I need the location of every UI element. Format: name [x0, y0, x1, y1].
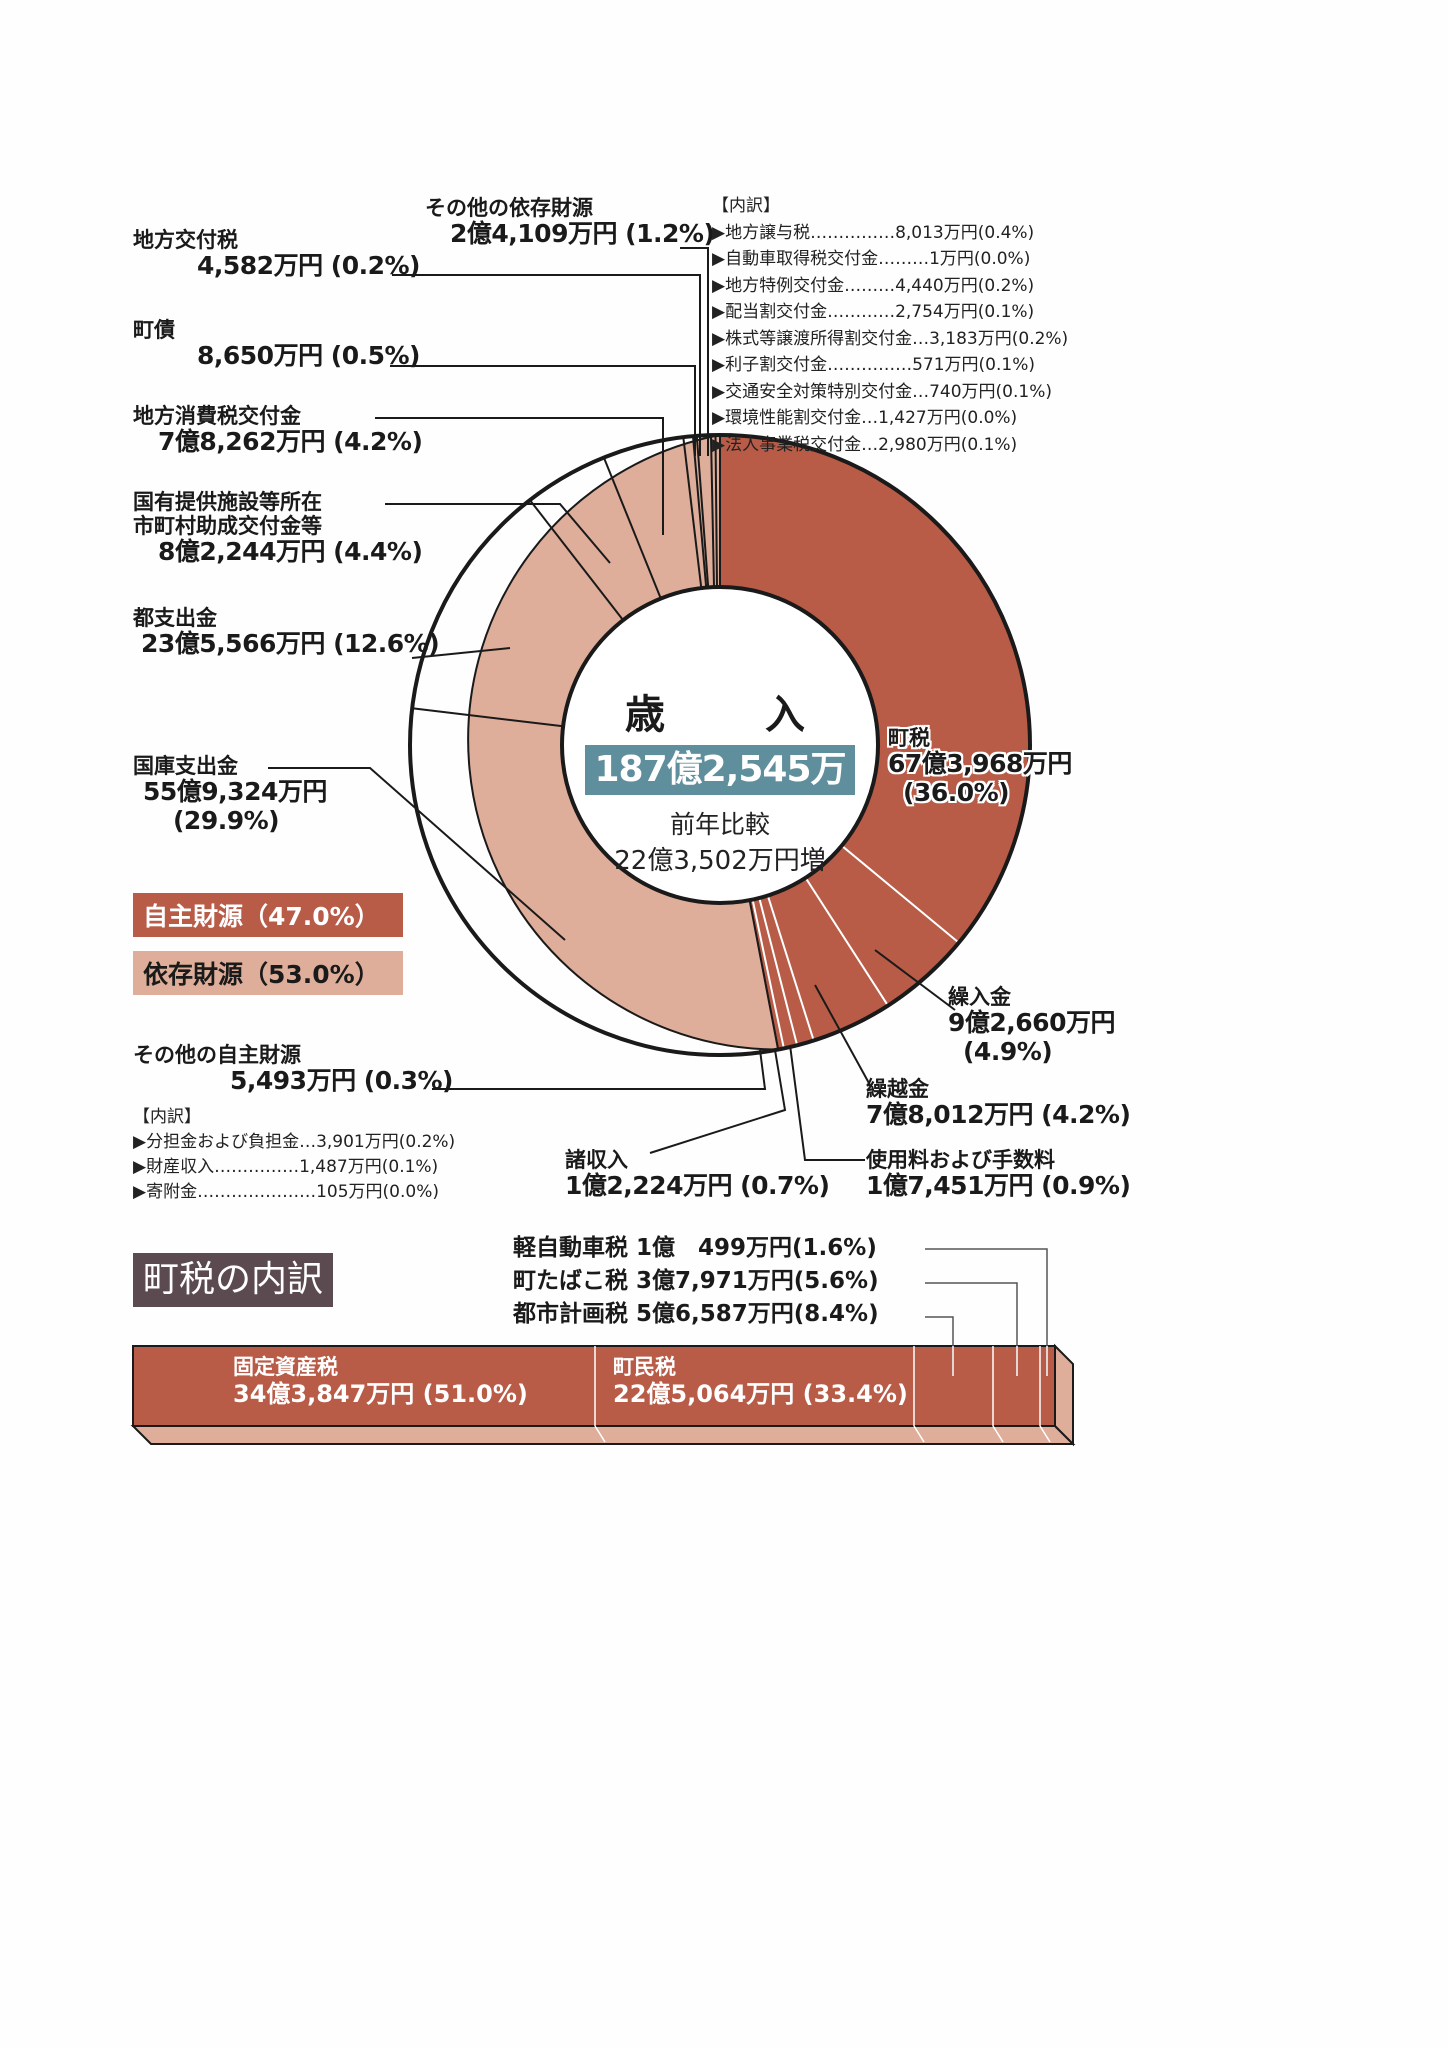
breakdown-item: ▶寄附金…………………105万円(0.0%) — [133, 1182, 439, 1202]
breakdown-dependent-list: 【内訳】 ▶地方譲与税……………8,013万円(0.4%) ▶自動車取得税交付金… — [712, 193, 1068, 458]
label-kokuyu: 国有提供施設等所在 市町村助成交付金等 8億2,244万円 (4.4%) — [133, 490, 423, 567]
breakdown-item: ▶財産収入……………1,487万円(0.1%) — [133, 1157, 439, 1177]
bar-side-face — [1054, 1343, 1074, 1447]
label-shoshuunyuu: 諸収入 1億2,224万円 (0.7%) — [565, 1148, 830, 1201]
total-revenue: 187億2,545万円 — [585, 745, 855, 840]
breakdown-item: ▶交通安全対策特別交付金…740万円(0.1%) — [712, 381, 1052, 402]
tax-kotei: 固定資産税 34億3,847万円 (51.0%) — [233, 1355, 528, 1409]
label-shiyouryou: 使用料および手数料 1億7,451万円 (0.9%) — [866, 1148, 1131, 1201]
label-toshishutsu: 都支出金 23億5,566万円 (12.6%) — [133, 606, 440, 659]
label-kokko: 国庫支出金 55億9,324万円 (29.9%) — [133, 754, 327, 835]
breakdown-item: ▶分担金および負担金…3,901万円(0.2%) — [133, 1132, 456, 1152]
label-chousai: 町債 8,650万円 (0.5%) — [133, 318, 420, 371]
label-kurikoshi: 繰越金 7億8,012万円 (4.2%) — [866, 1077, 1131, 1130]
town-tax-small-items: 軽自動車税 1億 499万円(1.6%) 町たばこ税 3億7,971万円(5.6… — [513, 1232, 879, 1331]
breakdown-own-list: 【内訳】 ▶分担金および負担金…3,901万円(0.2%) ▶財産収入……………… — [133, 1105, 455, 1205]
label-shouhizei: 地方消費税交付金 7億8,262万円 (4.2%) — [133, 404, 423, 457]
breakdown-item: ▶地方譲与税……………8,013万円(0.4%) — [712, 222, 1035, 243]
breakdown-item: ▶利子割交付金……………571万円(0.1%) — [712, 355, 1035, 375]
tax-kei: 軽自動車税 1億 499万円(1.6%) — [513, 1235, 877, 1261]
bar-bottom-face — [130, 1425, 1076, 1445]
compare-label: 前年比較 — [669, 810, 770, 839]
legend-dependent-source: 依存財源（53.0%） — [133, 951, 403, 995]
center-title: 歳 入 — [625, 692, 835, 738]
tax-toshi: 都市計画税 5億6,587万円(8.4%) — [513, 1301, 879, 1327]
town-tax-title: 町税の内訳 — [133, 1253, 334, 1307]
breakdown-item: ▶株式等譲渡所得割交付金…3,183万円(0.2%) — [712, 328, 1069, 349]
bar-front-face — [132, 1345, 1056, 1427]
breakdown-item: ▶配当割交付金…………2,754万円(0.1%) — [712, 302, 1035, 322]
legend-own-source: 自主財源（47.0%） — [133, 893, 403, 937]
breakdown-item: ▶環境性能割交付金…1,427万円(0.0%) — [712, 408, 1018, 428]
label-sonota-jishu: その他の自主財源 5,493万円 (0.3%) — [133, 1043, 453, 1096]
label-sonota-izon: その他の依存財源 2億4,109万円 (1.2%) — [425, 196, 715, 249]
label-kurireikin: 繰入金 9億2,660万円 (4.9%) — [948, 985, 1115, 1066]
compare-value: 22億3,502万円増 — [614, 846, 826, 876]
label-chouzei: 町税 67億3,968万円 (36.0%) — [888, 726, 1072, 807]
tax-tabako: 町たばこ税 3億7,971万円(5.6%) — [513, 1268, 879, 1294]
breakdown-item: ▶自動車取得税交付金………1万円(0.0%) — [712, 249, 1031, 269]
breakdown-item: ▶地方特例交付金………4,440万円(0.2%) — [712, 275, 1035, 296]
label-chihou-koufuzei: 地方交付税 4,582万円 (0.2%) — [133, 228, 420, 281]
tax-choumin: 町民税 22億5,064万円 (33.4%) — [613, 1355, 908, 1409]
breakdown-item: ▶法人事業税交付金…2,980万円(0.1%) — [712, 434, 1018, 455]
